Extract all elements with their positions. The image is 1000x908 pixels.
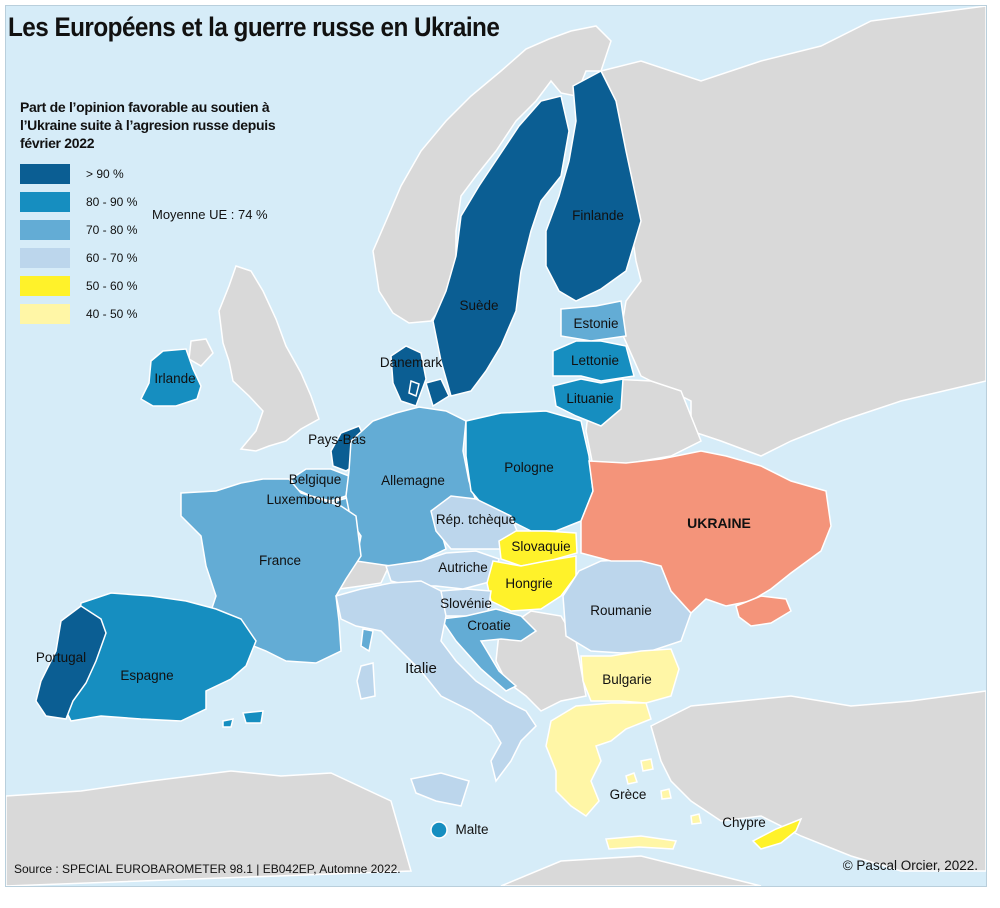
label-italie: Italie [405,660,437,677]
legend-swatch [20,220,70,240]
label-espagne: Espagne [120,668,173,683]
legend-row: 70 - 80 % [20,216,310,244]
country-bulgarie [580,648,680,704]
country-slovaquie [498,530,578,567]
legend-swatch [20,276,70,296]
copyright-note: © Pascal Orcier, 2022. [842,858,978,873]
label-lituanie: Lituanie [566,391,613,406]
legend-title: Part de l’opinion favorable au soutien à… [20,99,276,151]
country-italie-sicile [410,772,470,807]
label-estonie: Estonie [573,316,618,331]
country-finlande [545,69,642,302]
north-africa-east [500,855,762,886]
legend-items: > 90 % 80 - 90 % 70 - 80 % 60 - 70 % 50 - 60… [20,160,310,328]
legend-label: 50 - 60 % [86,279,138,293]
legend-row: 80 - 90 % [20,188,310,216]
country-grece-crete [605,835,678,850]
country-chypre [751,817,803,850]
country-france-corse [360,628,374,653]
label-pays-bas: Pays-Bas [308,432,366,447]
label-chypre: Chypre [722,815,766,830]
label-ukraine: UKRAINE [687,515,751,531]
country-malte [430,821,448,839]
legend-label: 40 - 50 % [86,307,138,321]
map-frame: Suède Finlande Estonie Lettonie Lituanie… [5,5,987,887]
label-belgique: Belgique [289,472,342,487]
label-grece: Grèce [610,787,647,802]
legend-label: 70 - 80 % [86,223,138,237]
crimea [735,595,792,627]
country-danemark-islands [408,378,450,408]
europe-map: Suède Finlande Estonie Lettonie Lituanie… [6,6,986,886]
label-irlande: Irlande [154,371,195,386]
uk [218,265,320,452]
legend-row: > 90 % [20,160,310,188]
legend-label: > 90 % [86,167,124,181]
country-estonie [560,300,627,342]
northern-ireland [188,338,214,367]
eu-average-label: Moyenne UE : 74 % [152,207,268,222]
label-pologne: Pologne [504,460,554,475]
label-lettonie: Lettonie [571,353,619,368]
label-allemagne: Allemagne [381,473,445,488]
legend: Part de l’opinion favorable au soutien à… [20,98,310,328]
country-suede [432,95,570,397]
turkey [650,690,986,872]
country-lituanie [552,378,624,427]
legend-swatch [20,304,70,324]
label-roumanie: Roumanie [590,603,652,618]
label-croatie: Croatie [467,618,511,633]
label-france: France [259,553,301,568]
country-portugal [35,605,107,720]
map-title: Les Européens et la guerre russe en Ukra… [8,12,500,42]
country-grece [545,702,652,817]
legend-swatch [20,248,70,268]
legend-label: 80 - 90 % [86,195,138,209]
label-hongrie: Hongrie [505,576,552,591]
country-lettonie [552,340,635,382]
country-irlande [140,348,202,407]
country-espagne-baleares [222,710,264,728]
legend-label: 60 - 70 % [86,251,138,265]
label-slovaquie: Slovaquie [511,539,570,554]
north-africa [6,770,412,886]
russia-north [599,6,986,457]
label-slovenie: Slovénie [440,596,492,611]
country-croatie [439,608,538,692]
label-malte: Malte [455,822,488,837]
legend-row: 50 - 60 % [20,272,310,300]
country-pologne [465,410,594,532]
label-luxembourg: Luxembourg [266,492,341,507]
legend-row: 60 - 70 % [20,244,310,272]
country-italie-sardaigne [356,662,376,700]
country-ukraine [580,450,832,615]
country-grece-islands [625,758,702,825]
label-suede: Suède [459,298,498,313]
label-autriche: Autriche [438,560,488,575]
legend-swatch [20,192,70,212]
label-portugal: Portugal [36,650,86,665]
country-italie [335,580,537,783]
legend-swatch [20,164,70,184]
label-danemark: Danemark [380,355,443,370]
source-note: Source : SPECIAL EUROBAROMETER 98.1 | EB… [14,862,401,876]
label-finlande: Finlande [572,208,624,223]
label-rep-tcheque: Rép. tchèque [436,512,516,527]
legend-row: 40 - 50 % [20,300,310,328]
label-bulgarie: Bulgarie [602,672,652,687]
